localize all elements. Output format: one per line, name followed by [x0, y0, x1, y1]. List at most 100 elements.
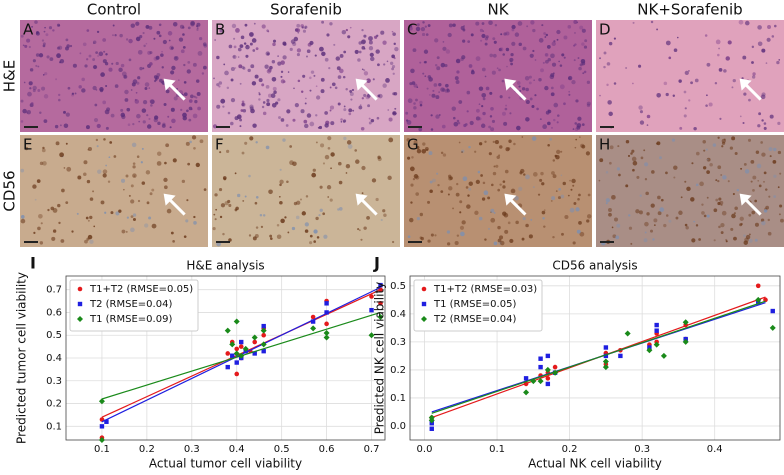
cell — [538, 38, 544, 43]
cell — [717, 136, 720, 139]
cell — [533, 79, 536, 82]
cell — [29, 87, 32, 90]
cell — [773, 147, 777, 152]
cell — [436, 66, 441, 71]
cell — [168, 39, 171, 42]
point — [429, 426, 434, 431]
cell — [550, 86, 554, 90]
cell — [186, 109, 189, 113]
cell — [470, 70, 475, 75]
cell — [105, 164, 108, 167]
cell — [671, 138, 676, 142]
cell — [481, 33, 486, 39]
panel-letter: F — [215, 136, 224, 154]
cell — [23, 81, 26, 84]
cell — [241, 100, 245, 104]
cell — [569, 179, 571, 182]
cell — [241, 102, 246, 107]
cell — [313, 229, 318, 234]
cell — [37, 89, 41, 92]
arrow-head — [504, 193, 517, 206]
cell — [271, 102, 277, 108]
cell — [382, 83, 387, 88]
cell — [507, 221, 511, 225]
cell — [451, 106, 457, 111]
cell — [718, 197, 722, 201]
cell — [481, 22, 485, 25]
cell — [650, 229, 653, 233]
y-tick-label: 0.5 — [46, 330, 62, 341]
cell — [743, 162, 747, 166]
cell — [571, 80, 576, 85]
cell — [435, 95, 440, 100]
cell — [721, 145, 724, 148]
cell — [469, 120, 474, 126]
cell — [579, 63, 583, 67]
cell — [103, 138, 106, 141]
cell — [343, 108, 347, 112]
cell — [585, 151, 591, 156]
cell — [180, 108, 183, 111]
cell — [757, 179, 760, 182]
cell — [190, 21, 195, 27]
cell — [478, 142, 483, 146]
cell — [304, 102, 307, 105]
cell — [437, 183, 440, 187]
cell — [83, 160, 88, 165]
micrograph — [404, 20, 592, 132]
cell — [394, 46, 399, 52]
cell — [258, 78, 263, 83]
cell — [389, 61, 394, 65]
cell — [66, 166, 72, 172]
cell — [466, 204, 471, 209]
cell — [586, 219, 590, 223]
cell — [65, 201, 69, 205]
cell — [500, 240, 505, 246]
point — [234, 360, 239, 365]
cell — [43, 30, 46, 33]
cell — [361, 192, 364, 195]
cell — [237, 47, 242, 52]
cell — [138, 120, 141, 123]
cell — [124, 89, 129, 95]
cell — [757, 25, 762, 30]
cell — [701, 211, 705, 215]
cell — [578, 221, 582, 225]
cell — [289, 47, 293, 51]
micrograph — [212, 135, 400, 247]
cell — [705, 104, 708, 107]
cell — [360, 39, 366, 45]
cell — [185, 141, 190, 146]
cell — [412, 48, 417, 53]
cell — [375, 197, 379, 202]
cell — [415, 98, 418, 102]
cell — [409, 26, 413, 31]
cell — [140, 161, 143, 164]
cell — [688, 70, 690, 72]
cell — [276, 234, 282, 240]
x-tick-label: 0.2 — [139, 444, 155, 455]
cell — [488, 20, 493, 26]
point — [234, 371, 240, 377]
cell — [768, 195, 771, 198]
cell — [241, 151, 245, 155]
cell — [545, 53, 548, 57]
cell — [330, 167, 332, 170]
cell — [509, 238, 514, 244]
cell — [545, 33, 549, 37]
cell — [40, 222, 43, 225]
cell — [188, 118, 192, 122]
cell — [338, 207, 343, 211]
cell — [497, 238, 502, 243]
cell — [309, 241, 313, 245]
cell — [219, 215, 223, 219]
cell — [701, 203, 704, 206]
cell — [744, 20, 750, 26]
cell — [254, 201, 258, 205]
cell — [547, 121, 551, 126]
cell — [55, 141, 60, 146]
cell — [552, 159, 556, 162]
cell — [155, 55, 160, 60]
cell — [258, 91, 261, 94]
cell — [756, 163, 762, 169]
